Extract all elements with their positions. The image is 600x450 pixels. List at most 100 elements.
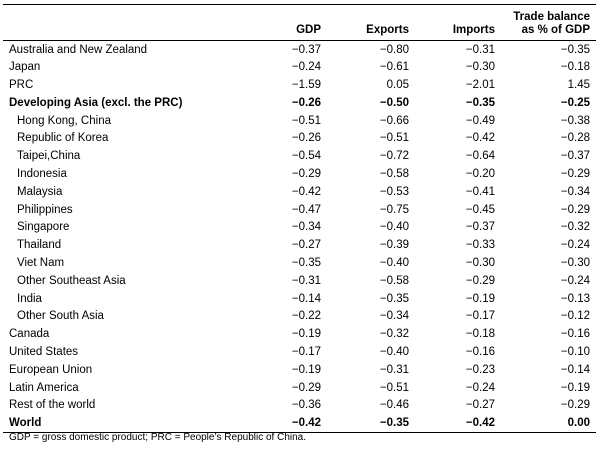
header-trade-balance-line2: as % of GDP (521, 24, 590, 36)
trade-balance-cell: −0.28 (560, 132, 590, 145)
trade-balance-cell: −0.12 (560, 310, 590, 323)
trade-balance-cell: −0.29 (560, 203, 590, 216)
imports-cell: −0.42 (465, 132, 495, 145)
region-label: Canada (9, 328, 50, 341)
imports-cell: −0.27 (465, 399, 495, 412)
header-exports: Exports (327, 4, 415, 41)
imports-cell: −0.20 (465, 167, 495, 180)
exports-cell: −0.32 (379, 328, 409, 341)
gdp-cell: −0.36 (291, 399, 321, 412)
trade-balance-cell: 1.45 (567, 78, 590, 91)
table-row: Philippines −0.47 −0.75 −0.45 −0.29 (3, 201, 596, 219)
table-row: World −0.42 −0.35 −0.42 0.00 (3, 414, 596, 433)
gdp-cell: −0.42 (291, 185, 321, 198)
imports-cell: −0.41 (465, 185, 495, 198)
region-label: World (3, 414, 241, 433)
region-label: Other South Asia (17, 310, 104, 323)
trade-balance-cell: −0.34 (560, 185, 590, 198)
region-label: European Union (9, 363, 93, 376)
gdp-cell: −0.29 (291, 167, 321, 180)
region-label: Latin America (9, 381, 79, 394)
exports-cell: −0.35 (379, 292, 409, 305)
exports-cell: −0.34 (379, 310, 409, 323)
exports-cell: −0.39 (379, 239, 409, 252)
gdp-cell: −0.37 (291, 43, 321, 56)
exports-cell: −0.80 (379, 43, 409, 56)
exports-cell: −0.72 (379, 150, 409, 163)
imports-cell: −0.19 (465, 292, 495, 305)
gdp-cell: −0.35 (291, 256, 321, 269)
region-label: Australia and New Zealand (9, 43, 148, 56)
region-label: Singapore (17, 221, 70, 234)
table-row: Australia and New Zealand −0.37 −0.80 −0.31… (3, 41, 596, 59)
imports-cell: −0.24 (465, 381, 495, 394)
exports-cell: −0.58 (379, 274, 409, 287)
gdp-cell: −0.54 (291, 150, 321, 163)
table-row: Latin America −0.29 −0.51 −0.24 −0.19 (3, 379, 596, 397)
data-table: GDP Exports Imports Trade balance as % o… (3, 4, 596, 433)
gdp-cell: −1.59 (291, 78, 321, 91)
exports-cell: −0.51 (379, 132, 409, 145)
trade-balance-cell: −0.30 (560, 256, 590, 269)
imports-cell: −0.37 (465, 221, 495, 234)
header-region (3, 4, 241, 41)
footnote: GDP = gross domestic product; PRC = Peop… (9, 432, 307, 443)
imports-cell: −0.30 (465, 256, 495, 269)
table-row: Republic of Korea −0.26 −0.51 −0.42 −0.28 (3, 129, 596, 147)
gdp-cell: −0.22 (291, 310, 321, 323)
gdp-cell: −0.29 (291, 381, 321, 394)
exports-cell: −0.46 (379, 399, 409, 412)
gdp-cell: −0.17 (291, 345, 321, 358)
table-row: United States −0.17 −0.40 −0.16 −0.10 (3, 343, 596, 361)
region-label: Viet Nam (17, 256, 65, 269)
header-trade-balance-line1: Trade balance (513, 11, 590, 23)
exports-cell: −0.61 (379, 61, 409, 74)
gdp-cell: −0.19 (291, 363, 321, 376)
trade-balance-cell: −0.16 (560, 328, 590, 341)
exports-cell: −0.50 (379, 96, 409, 109)
imports-cell: −0.17 (465, 310, 495, 323)
region-label: Thailand (17, 239, 62, 252)
trade-balance-cell: −0.24 (560, 239, 590, 252)
gdp-cell: −0.47 (291, 203, 321, 216)
imports-cell: −0.31 (465, 43, 495, 56)
trade-balance-cell: −0.14 (560, 363, 590, 376)
table-row: Malaysia −0.42 −0.53 −0.41 −0.34 (3, 183, 596, 201)
exports-cell: −0.31 (379, 363, 409, 376)
region-label: Indonesia (17, 167, 67, 180)
region-label: United States (9, 345, 79, 358)
table-row: Developing Asia (excl. the PRC) −0.26 −0.5… (3, 94, 596, 112)
exports-cell: −0.58 (379, 167, 409, 180)
imports-cell: −0.45 (465, 203, 495, 216)
region-label: Other Southeast Asia (17, 274, 126, 287)
gdp-cell: −0.24 (291, 61, 321, 74)
table-row: Japan −0.24 −0.61 −0.30 −0.18 (3, 58, 596, 76)
trade-balance-cell: −0.19 (560, 381, 590, 394)
trade-balance-cell: −0.29 (560, 167, 590, 180)
imports-cell: −0.35 (465, 96, 495, 109)
trade-balance-cell: −0.29 (560, 399, 590, 412)
table-row: Taipei,China −0.54 −0.72 −0.64 −0.37 (3, 147, 596, 165)
imports-cell: −0.30 (465, 61, 495, 74)
header-row: GDP Exports Imports Trade balance as % o… (3, 4, 596, 41)
table-row: Other Southeast Asia −0.31 −0.58 −0.29 −0.24 (3, 272, 596, 290)
trade-balance-cell: 0.00 (501, 414, 596, 433)
trade-balance-cell: −0.37 (560, 150, 590, 163)
exports-cell: −0.66 (379, 114, 409, 127)
imports-cell: −0.64 (465, 150, 495, 163)
imports-cell: −0.49 (465, 114, 495, 127)
trade-balance-cell: −0.13 (560, 292, 590, 305)
trade-balance-cell: −0.24 (560, 274, 590, 287)
region-label: Republic of Korea (17, 132, 109, 145)
table-row: European Union −0.19 −0.31 −0.23 −0.14 (3, 361, 596, 379)
table-row: Indonesia −0.29 −0.58 −0.20 −0.29 (3, 165, 596, 183)
imports-cell: −2.01 (465, 78, 495, 91)
trade-balance-cell: −0.35 (560, 43, 590, 56)
imports-cell: −0.42 (415, 414, 501, 433)
table-row: Canada −0.19 −0.32 −0.18 −0.16 (3, 325, 596, 343)
table-row: Singapore −0.34 −0.40 −0.37 −0.32 (3, 218, 596, 236)
exports-cell: −0.53 (379, 185, 409, 198)
gdp-cell: −0.19 (291, 328, 321, 341)
imports-cell: −0.16 (465, 345, 495, 358)
